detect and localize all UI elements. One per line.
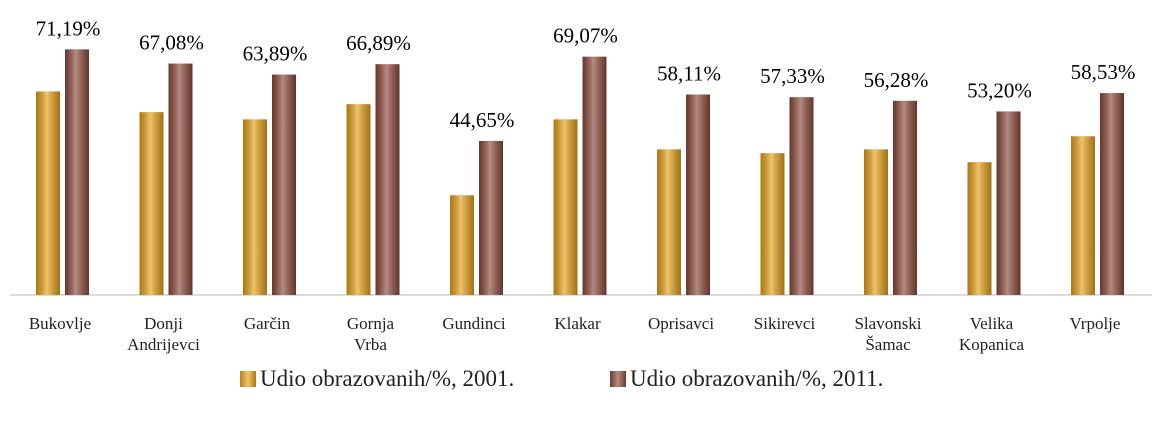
bar-shine <box>553 119 578 296</box>
x-tick-label: Oprisavci <box>647 314 715 333</box>
bar-shine <box>582 56 607 296</box>
x-tick-label: Sikirevci <box>753 314 816 333</box>
bar-shine <box>65 49 89 295</box>
bar-shine <box>686 94 710 295</box>
data-label: 71,19% <box>36 16 101 40</box>
bar-shine <box>272 74 296 295</box>
legend-label: Udio obrazovanih/%, 2001. <box>260 366 515 391</box>
legend-swatch <box>240 371 256 387</box>
x-tick-label: Gornja Vrba <box>346 314 395 354</box>
x-tick-label: Gundinci <box>442 314 506 333</box>
bar-shine <box>168 63 193 295</box>
legend-item: Udio obrazovanih/%, 2001. <box>240 366 514 392</box>
bar-shine <box>243 119 267 296</box>
bar-shine <box>657 149 681 295</box>
data-label: 66,89% <box>346 31 411 55</box>
bar-shine <box>450 195 474 295</box>
data-label: 58,53% <box>1071 60 1136 84</box>
x-tick-label: Klakar <box>554 314 601 333</box>
bar-shine <box>36 91 60 295</box>
bar-shine <box>996 111 1021 296</box>
bar-shine <box>1100 93 1124 295</box>
bar-shine <box>375 64 400 296</box>
data-label: 56,28% <box>864 68 929 92</box>
data-label: 58,11% <box>657 62 721 86</box>
x-tick-label: Bukovlje <box>28 314 92 333</box>
bar-shine <box>1071 136 1095 295</box>
bar-shine <box>789 97 814 295</box>
bar-shine <box>139 112 164 296</box>
bar-shine <box>893 100 917 295</box>
x-tick-label: Garčin <box>243 314 291 333</box>
legend-label: Udio obrazovanih/%, 2011. <box>630 366 884 391</box>
bar-shine <box>346 104 371 295</box>
x-tick-label: Vrpolje <box>1069 314 1121 333</box>
legend-swatch <box>610 371 626 387</box>
data-label: 53,20% <box>967 78 1032 102</box>
x-tick-label: Slavonski Šamac <box>854 314 922 354</box>
data-label: 63,89% <box>243 42 308 66</box>
bar-shine <box>967 162 992 295</box>
data-label: 57,33% <box>760 64 825 88</box>
data-label: 44,65% <box>450 108 515 132</box>
bar-shine <box>479 140 503 295</box>
data-label: 67,08% <box>139 31 204 55</box>
legend-item: Udio obrazovanih/%, 2011. <box>610 366 883 392</box>
x-tick-label: Donji Andrijevci <box>127 314 200 354</box>
bar-shine <box>760 153 785 295</box>
data-label: 69,07% <box>553 24 618 48</box>
x-tick-label: Velika Kopanica <box>958 314 1025 354</box>
bar-shine <box>864 149 888 295</box>
